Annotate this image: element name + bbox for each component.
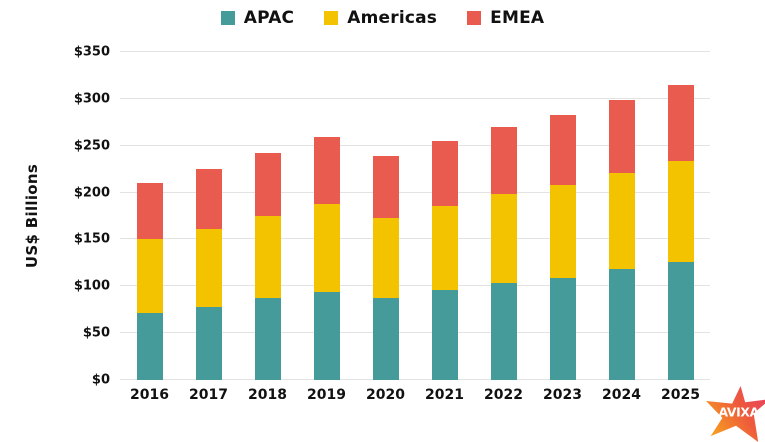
plot-area [120,51,710,380]
bar-slot-2024 [592,52,651,380]
bar-segment-apac-2024 [608,269,635,380]
legend-item-apac: APAC [220,8,295,28]
stacked-bar-2018 [254,52,281,380]
y-axis-title: US$ Billions [23,163,41,269]
bar-slot-2021 [415,52,474,380]
stacked-bar-2021 [431,52,458,380]
y-tick-label: $300 [73,91,110,107]
legend-label: EMEA [490,8,545,28]
bar-segment-emea-2021 [431,141,458,206]
bar-segment-emea-2017 [195,169,222,230]
y-tick-label: $0 [91,372,110,388]
x-tick-label: 2016 [130,387,169,403]
bar-segment-apac-2018 [254,298,281,380]
legend-label: APAC [243,8,295,28]
stacked-bar-2025 [667,52,694,380]
bar-slot-2023 [533,52,592,380]
y-tick-label: $100 [73,278,110,294]
bar-segment-americas-2024 [608,172,635,270]
y-tick-label: $250 [73,138,110,154]
bar-segment-apac-2025 [667,261,694,380]
legend-swatch-icon [220,11,235,25]
x-tick-label: 2021 [425,387,464,403]
gridline [120,238,710,240]
y-tick-label: $200 [73,185,110,201]
bar-segment-americas-2018 [254,216,281,299]
x-tick-label: 2017 [189,387,228,403]
y-tick-label: $350 [73,44,110,60]
bar-slot-2016 [120,52,179,380]
stacked-bar-2016 [136,52,163,380]
stacked-bar-2022 [490,52,517,380]
stacked-bar-2017 [195,52,222,380]
bar-slot-2018 [238,52,297,380]
x-tick-label: 2023 [543,387,582,403]
bar-segment-emea-2023 [549,114,576,186]
gridline [120,97,710,99]
bar-segment-emea-2018 [254,153,281,217]
avixa-logo-text: AVIXA [718,406,759,420]
gridline [120,51,710,52]
gridline [120,379,710,380]
avixa-star-icon [706,386,765,442]
x-tick-label: 2024 [602,387,641,403]
y-tick-label: $150 [73,231,110,247]
bar-segment-emea-2025 [667,84,694,161]
bar-slot-2017 [179,52,238,380]
bar-segment-apac-2023 [549,277,576,380]
legend-label: Americas [347,8,438,28]
y-tick-label: $50 [82,325,110,341]
bar-slot-2020 [356,52,415,380]
bar-segment-americas-2017 [195,229,222,307]
bar-slot-2025 [651,52,710,380]
x-tick-label: 2022 [484,387,523,403]
bar-segment-emea-2024 [608,99,635,173]
bar-slot-2019 [297,52,356,380]
x-tick-label: 2019 [307,387,346,403]
x-axis-tick-labels: 2016 2017 2018 2019 2020 2021 2022 2023 2024 2025 [120,387,710,403]
bar-segment-apac-2019 [313,291,340,380]
y-axis-tick-labels: $0 $50 $100 $150 $200 $250 $300 $350 [40,45,110,388]
legend-swatch-icon [324,11,339,25]
x-tick-label: 2025 [661,387,700,403]
bar-segment-americas-2023 [549,185,576,278]
bar-segment-americas-2016 [136,239,163,314]
bar-segment-apac-2022 [490,283,517,380]
bar-segment-apac-2020 [372,297,399,380]
bar-segment-americas-2021 [431,205,458,291]
gridline [120,144,710,146]
gridline [120,332,710,334]
bar-segment-emea-2016 [136,183,163,240]
x-tick-label: 2018 [248,387,287,403]
bar-segment-americas-2025 [667,160,694,262]
bar-segment-apac-2017 [195,306,222,380]
stacked-bar-2020 [372,52,399,380]
gridline [120,285,710,287]
gridline [120,191,710,193]
bar-segment-emea-2019 [313,137,340,204]
bar-segment-emea-2020 [372,156,399,218]
bar-slot-2022 [474,52,533,380]
stacked-bar-2023 [549,52,576,380]
bar-segment-apac-2016 [136,313,163,380]
bar-segment-emea-2022 [490,127,517,194]
bar-segment-americas-2022 [490,193,517,284]
legend-item-americas: Americas [324,8,437,28]
bar-segment-americas-2020 [372,217,399,298]
legend-swatch-icon [467,11,482,25]
chart-legend: APAC Americas EMEA [0,8,765,28]
stacked-bar-2024 [608,52,635,380]
bars-container [120,52,710,380]
x-tick-label: 2020 [366,387,405,403]
stacked-bar-2019 [313,52,340,380]
bar-segment-americas-2019 [313,203,340,292]
avixa-logo: AVIXA [706,386,765,442]
legend-item-emea: EMEA [467,8,544,28]
bar-segment-apac-2021 [431,290,458,380]
